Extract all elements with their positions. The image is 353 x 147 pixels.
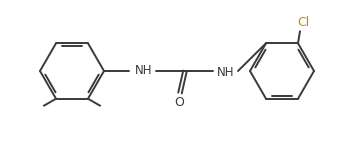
Text: Cl: Cl	[297, 16, 309, 29]
Text: NH: NH	[135, 65, 152, 77]
Text: O: O	[174, 96, 184, 108]
Text: NH: NH	[217, 66, 234, 78]
